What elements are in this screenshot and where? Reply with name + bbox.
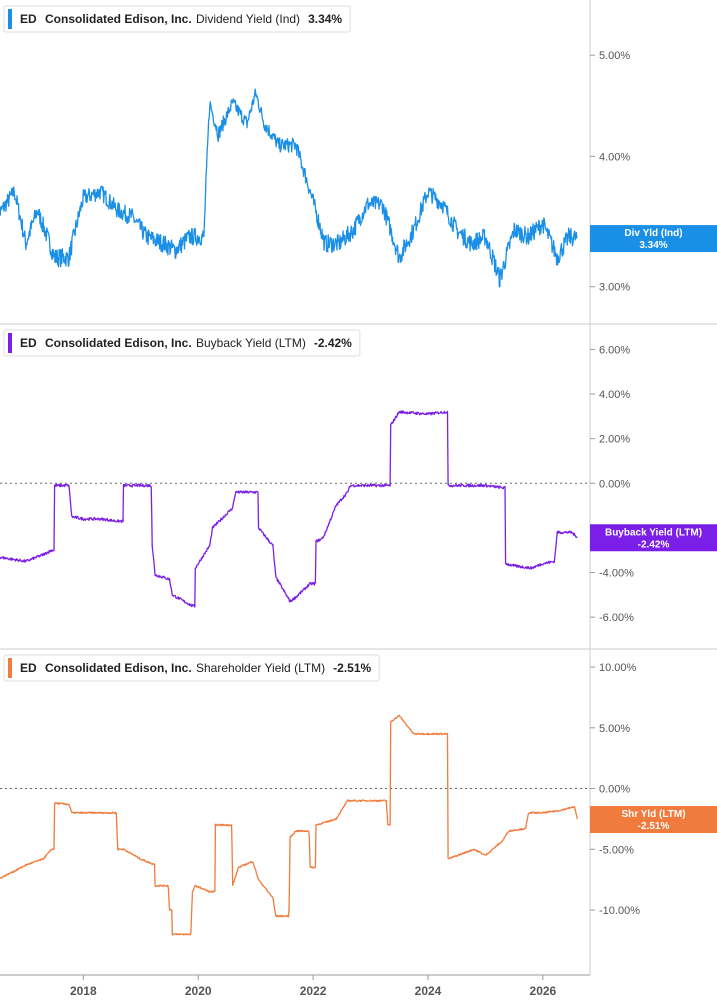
flag-background	[590, 524, 717, 552]
legend-box[interactable]: ED Consolidated Edison, Inc. Dividend Yiel…	[3, 5, 351, 33]
legend-metric: Shareholder Yield (LTM)	[196, 661, 325, 675]
legend-ticker: ED	[20, 12, 37, 26]
flag-value: -2.51%	[638, 821, 670, 832]
y-tick-label: 10.00%	[599, 662, 637, 674]
y-tick-label: 3.00%	[599, 282, 630, 294]
legend-background	[3, 329, 361, 357]
y-tick-label: -10.00%	[599, 905, 640, 917]
x-tick-label: 2022	[300, 984, 327, 998]
legend-current-value: 3.34%	[308, 12, 342, 26]
grid-layer	[0, 323, 717, 790]
y-tick-label: 5.00%	[599, 723, 630, 735]
legend-color-swatch	[8, 333, 12, 353]
flag-layer: Div Yld (Ind)3.34%Buyback Yield (LTM)-2.…	[590, 225, 717, 834]
legend-metric: Buyback Yield (LTM)	[196, 336, 306, 350]
x-tick-label: 2020	[185, 984, 212, 998]
x-tick-label: 2018	[70, 984, 97, 998]
flag-value: -2.42%	[638, 539, 670, 550]
y-tick-label: 0.00%	[599, 478, 630, 490]
legend-company: Consolidated Edison, Inc.	[45, 336, 192, 350]
series-line-3	[0, 714, 579, 936]
flag-label: Shr Yld (LTM)	[621, 809, 685, 820]
legend-box[interactable]: ED Consolidated Edison, Inc. Buyback Yield…	[3, 329, 361, 357]
legend-ticker: ED	[20, 661, 37, 675]
legend-current-value: -2.42%	[314, 336, 352, 350]
flag-label: Buyback Yield (LTM)	[605, 527, 702, 538]
series-line-1	[0, 88, 578, 288]
x-tick-label: 2026	[530, 984, 557, 998]
y-tick-label: -5.00%	[599, 844, 634, 856]
y-tick-label: 2.00%	[599, 434, 630, 446]
x-tick-label: 2024	[415, 984, 442, 998]
legend-color-swatch	[8, 9, 12, 29]
legend-background	[3, 654, 380, 682]
flag-background	[590, 806, 717, 834]
y-tick-label: 4.00%	[599, 151, 630, 163]
series-line-2	[0, 410, 578, 608]
series-layer	[0, 88, 579, 936]
legend-box[interactable]: ED Consolidated Edison, Inc. Shareholder Y…	[3, 654, 380, 682]
current-value-flag: Shr Yld (LTM)-2.51%	[590, 806, 717, 834]
y-tick-label: -6.00%	[599, 612, 634, 624]
legend-metric: Dividend Yield (Ind)	[196, 12, 300, 26]
legend-company: Consolidated Edison, Inc.	[45, 12, 192, 26]
legend-company: Consolidated Edison, Inc.	[45, 661, 192, 675]
flag-background	[590, 225, 717, 253]
current-value-flag: Div Yld (Ind)3.34%	[590, 225, 717, 253]
y-tick-label: 4.00%	[599, 389, 630, 401]
y-tick-label: 6.00%	[599, 344, 630, 356]
y-tick-label: 0.00%	[599, 784, 630, 796]
legend-background	[3, 5, 351, 33]
legend-ticker: ED	[20, 336, 37, 350]
flag-value: 3.34%	[639, 240, 667, 251]
legend-color-swatch	[8, 658, 12, 678]
axes-layer: 5.00%4.00%3.00%6.00%4.00%2.00%0.00%-2.00…	[0, 0, 640, 998]
y-tick-label: 5.00%	[599, 50, 630, 62]
current-value-flag: Buyback Yield (LTM)-2.42%	[590, 524, 717, 552]
legend-layer: ED Consolidated Edison, Inc. Dividend Yiel…	[3, 5, 380, 682]
flag-label: Div Yld (Ind)	[624, 228, 682, 239]
legend-current-value: -2.51%	[333, 661, 371, 675]
y-tick-label: -4.00%	[599, 568, 634, 580]
